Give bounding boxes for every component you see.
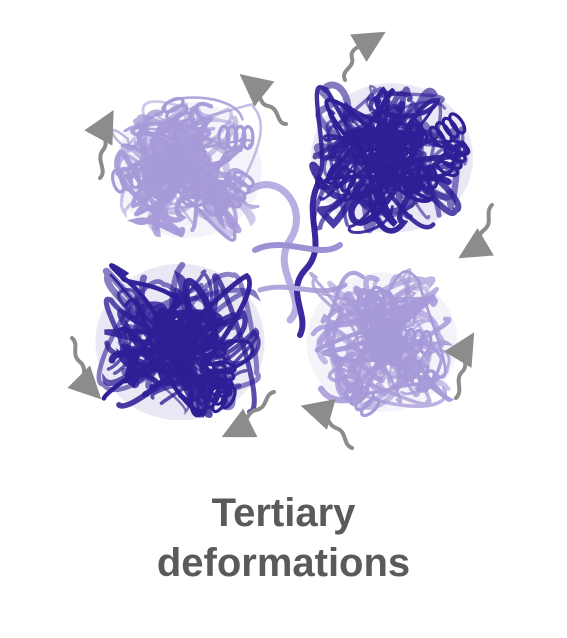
subunit-top-right (309, 81, 473, 234)
wavy-arrow-icon (239, 73, 288, 126)
figure-caption: Tertiary deformations (0, 488, 567, 588)
wavy-arrow-icon (300, 399, 354, 450)
subunit-top-left (111, 96, 262, 242)
wavy-arrow-icon (342, 31, 386, 82)
caption-line-2: deformations (156, 541, 411, 585)
wavy-arrow-icon (221, 390, 276, 438)
wavy-arrow-icon (458, 203, 494, 259)
wavy-arrow-icon (444, 332, 475, 400)
caption-line-1: Tertiary (211, 491, 356, 535)
wavy-arrow-icon (67, 336, 102, 400)
subunit-bottom-left (95, 261, 265, 421)
protein-tetramer-figure (67, 31, 494, 450)
deformation-arrows (67, 31, 494, 450)
wavy-arrow-icon (84, 109, 114, 180)
subunit-bottom-right (306, 267, 458, 418)
